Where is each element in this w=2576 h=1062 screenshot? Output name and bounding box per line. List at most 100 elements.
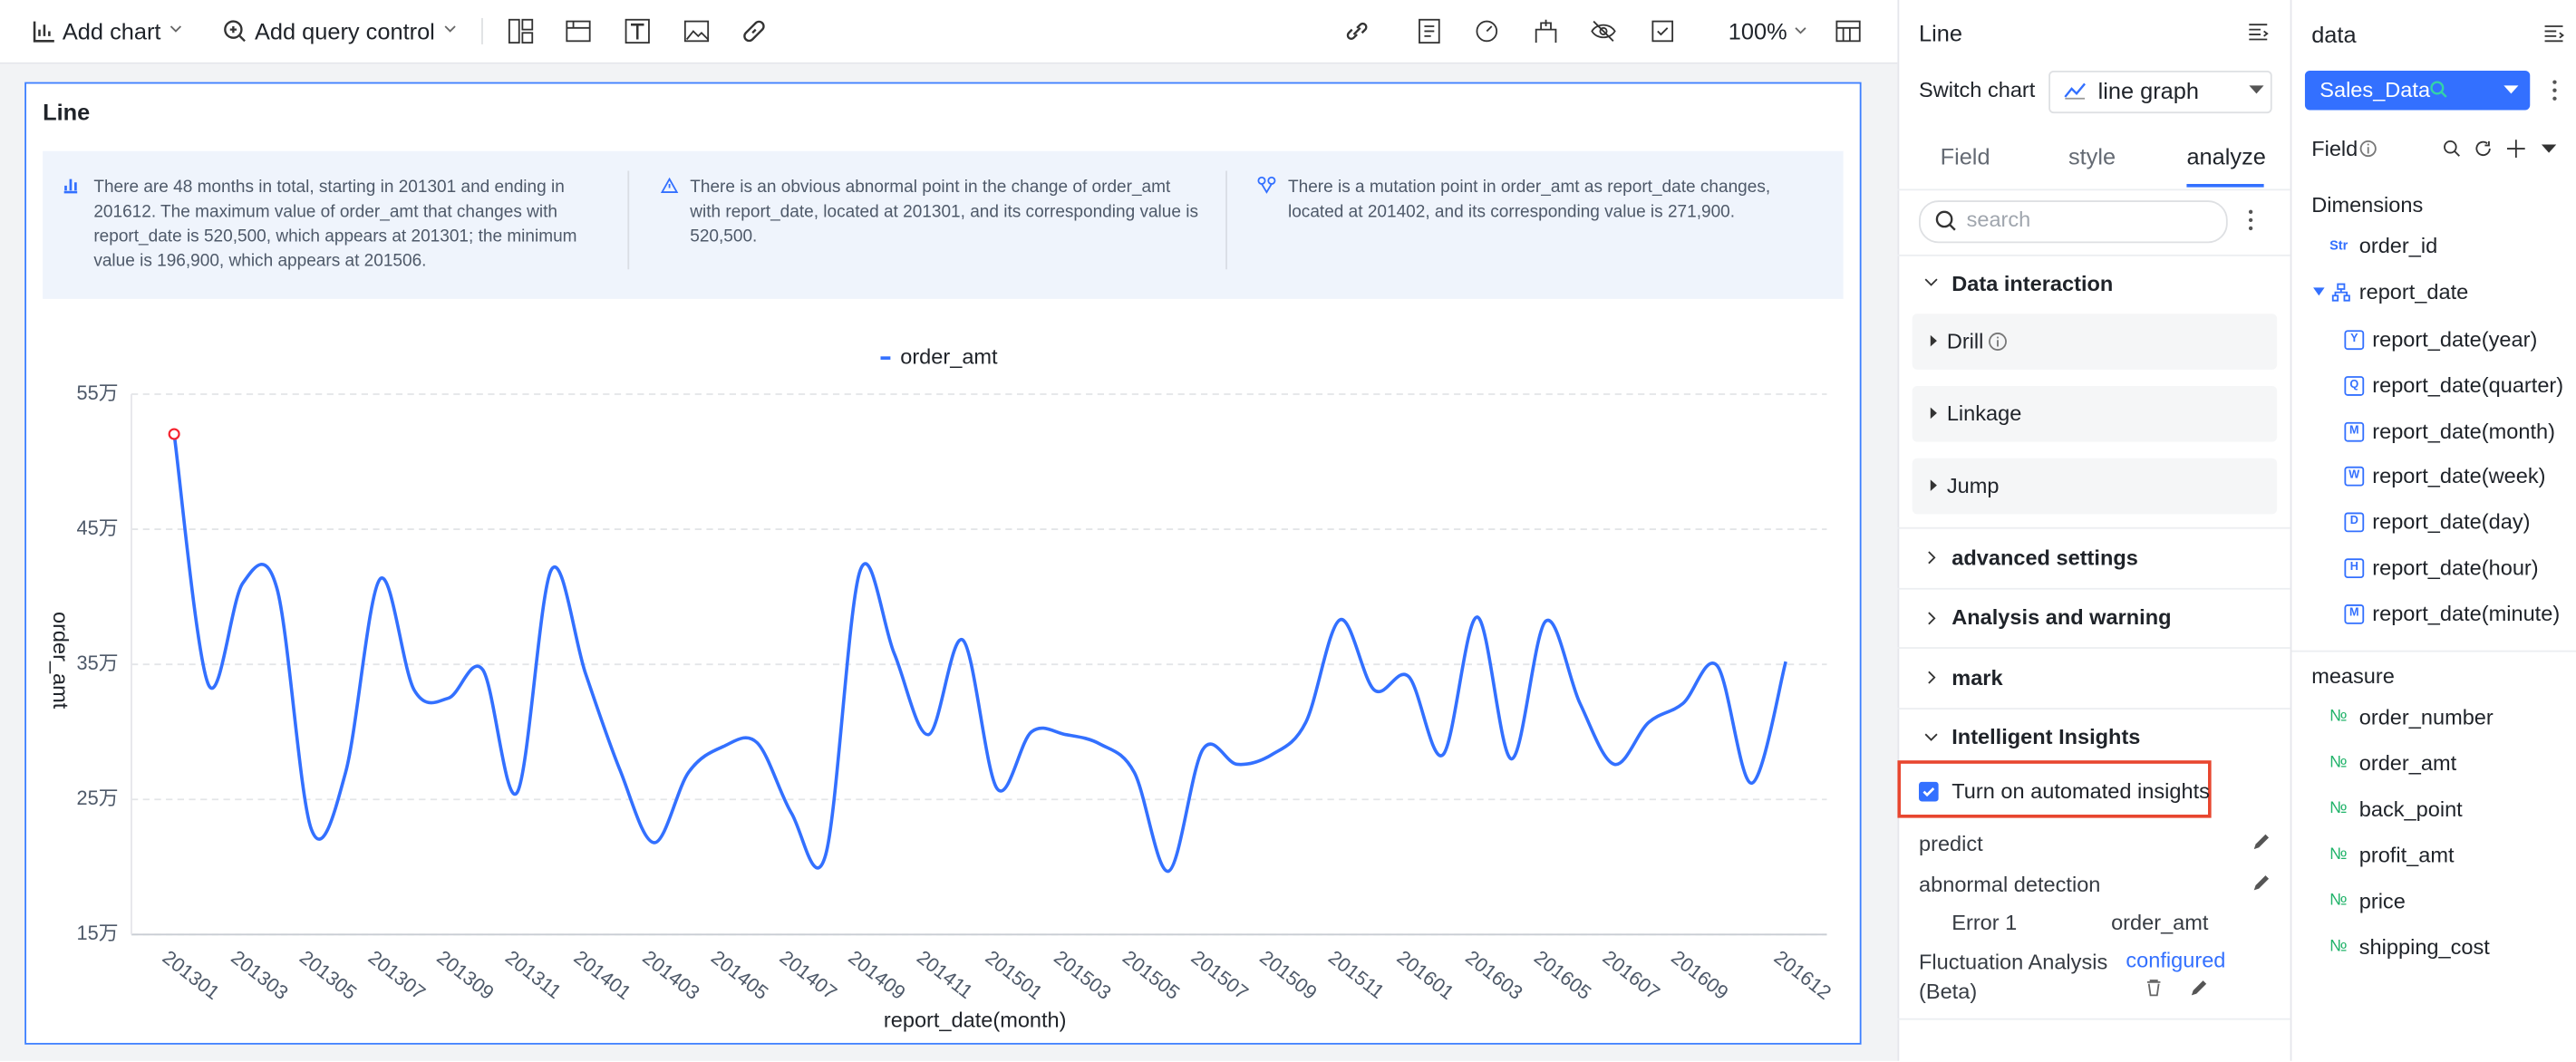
insight-text: There are 48 months in total, starting i… bbox=[93, 177, 577, 272]
field-item[interactable]: report_date(year) bbox=[2372, 326, 2538, 352]
divider bbox=[1897, 587, 2290, 590]
y-tick-label: 45万 bbox=[77, 517, 119, 539]
chart-icon[interactable] bbox=[33, 20, 55, 43]
edit-icon[interactable] bbox=[2252, 874, 2271, 892]
interaction-row[interactable] bbox=[1912, 385, 2278, 442]
field-item[interactable]: report_date(week) bbox=[2372, 463, 2546, 489]
refresh-icon[interactable] bbox=[2474, 140, 2493, 158]
checkbox[interactable] bbox=[1919, 781, 1939, 802]
search-placeholder: search bbox=[1966, 207, 2031, 232]
search-box[interactable] bbox=[1919, 200, 2228, 244]
insight-icon bbox=[1257, 176, 1276, 194]
x-tick-label: 201612 bbox=[1770, 946, 1836, 1004]
search-icon[interactable] bbox=[2443, 140, 2461, 158]
layout-icon[interactable] bbox=[508, 18, 534, 44]
tab[interactable]: style bbox=[2068, 142, 2116, 169]
field-item[interactable]: report_date(minute) bbox=[2372, 601, 2561, 626]
y-tick-label: 25万 bbox=[77, 787, 119, 809]
collapse-icon[interactable] bbox=[2248, 23, 2270, 43]
field-item[interactable]: report_date bbox=[2358, 279, 2469, 304]
dataset-select[interactable] bbox=[2304, 70, 2531, 111]
image-icon[interactable] bbox=[683, 18, 710, 44]
settings-panel bbox=[1897, 0, 2292, 1061]
chart-type-select[interactable] bbox=[2048, 70, 2272, 114]
field-item[interactable]: order_amt bbox=[2358, 750, 2457, 776]
section-header[interactable]: Analysis and warning bbox=[1951, 604, 2172, 630]
caret-right bbox=[1930, 407, 1937, 420]
section-header[interactable]: advanced settings bbox=[1951, 545, 2138, 570]
collapse-icon[interactable] bbox=[2543, 24, 2565, 44]
field-item[interactable]: price bbox=[2358, 888, 2406, 913]
data-line bbox=[172, 433, 1787, 874]
publish-icon[interactable] bbox=[1533, 18, 1559, 44]
edit-icon[interactable] bbox=[2252, 833, 2271, 851]
field-type-badge: Q bbox=[2344, 375, 2365, 396]
field-item[interactable]: order_id bbox=[2358, 233, 2438, 258]
grid-toggle-icon[interactable] bbox=[1835, 20, 1862, 43]
error-name: Error 1 bbox=[1951, 910, 2018, 935]
chart-title: Line bbox=[43, 98, 91, 125]
y-tick-label: 15万 bbox=[77, 922, 119, 944]
expand-caret bbox=[2313, 287, 2325, 296]
dropdown-arrow bbox=[2249, 85, 2264, 94]
interaction-row[interactable] bbox=[1912, 458, 2278, 515]
dropdown-arrow[interactable] bbox=[2541, 144, 2557, 155]
edit-icon[interactable] bbox=[2190, 979, 2208, 997]
section-header[interactable]: mark bbox=[1951, 665, 2003, 690]
x-tick-label: 201411 bbox=[913, 946, 977, 1003]
x-tick-label: 201407 bbox=[776, 946, 842, 1004]
add-chart-button[interactable]: Add chart bbox=[62, 17, 161, 44]
hide-icon[interactable] bbox=[1591, 18, 1617, 44]
more-icon[interactable] bbox=[2248, 208, 2254, 231]
insight-text: There is a mutation point in order_amt a… bbox=[1288, 177, 1771, 222]
x-tick-label: 201401 bbox=[570, 946, 636, 1004]
check-icon[interactable] bbox=[1650, 18, 1676, 44]
x-tick-label: 201603 bbox=[1461, 946, 1527, 1004]
delete-icon[interactable] bbox=[2145, 979, 2162, 997]
field-type-badge: D bbox=[2344, 512, 2365, 533]
field-item[interactable]: profit_amt bbox=[2358, 842, 2455, 867]
x-axis-title: report_date(month) bbox=[884, 1009, 1067, 1032]
share-icon[interactable] bbox=[1344, 18, 1370, 44]
query-icon[interactable] bbox=[224, 20, 247, 43]
more-icon[interactable] bbox=[2552, 79, 2558, 101]
divider bbox=[1897, 526, 2290, 529]
tab[interactable]: Field bbox=[1940, 142, 1990, 169]
text-icon[interactable] bbox=[625, 18, 651, 44]
field-item[interactable]: report_date(month) bbox=[2372, 418, 2555, 443]
link-icon[interactable] bbox=[741, 18, 767, 44]
tab-active[interactable]: analyze bbox=[2186, 142, 2266, 169]
field-item[interactable]: report_date(quarter) bbox=[2372, 372, 2564, 398]
chevron-right bbox=[1928, 551, 1936, 565]
add-icon[interactable] bbox=[2506, 140, 2525, 158]
field-item[interactable]: order_number bbox=[2358, 704, 2494, 729]
checkbox-label[interactable]: Turn on automated insights bbox=[1951, 778, 2210, 804]
x-tick-label: 201601 bbox=[1393, 946, 1459, 1004]
search-icon bbox=[2430, 81, 2447, 98]
x-tick-label: 201509 bbox=[1255, 946, 1322, 1004]
monitor-icon[interactable] bbox=[1474, 18, 1500, 44]
chevron-right bbox=[1928, 612, 1936, 625]
option-label: Fluctuation Analysis (Beta) bbox=[1919, 949, 2108, 1004]
interaction-label: Jump bbox=[1946, 473, 2000, 498]
interaction-row[interactable] bbox=[1912, 314, 2278, 370]
field-item[interactable]: report_date(day) bbox=[2372, 509, 2531, 535]
report-icon[interactable] bbox=[1416, 18, 1442, 44]
section-header[interactable]: Data interaction bbox=[1951, 271, 2114, 296]
zoom-level[interactable]: 100% bbox=[1728, 17, 1787, 44]
tab-icon[interactable] bbox=[566, 18, 592, 44]
x-tick-label: 201501 bbox=[982, 946, 1048, 1004]
field-type-badge: H bbox=[2344, 558, 2365, 578]
chevron-down bbox=[1924, 733, 1938, 741]
field-item[interactable]: back_point bbox=[2358, 796, 2463, 822]
field-item[interactable]: shipping_cost bbox=[2358, 934, 2490, 960]
status-link[interactable]: configured bbox=[2126, 947, 2226, 972]
field-item[interactable]: report_date(hour) bbox=[2372, 555, 2539, 580]
chevron-down bbox=[1924, 278, 1938, 286]
divider bbox=[1897, 1018, 2290, 1020]
field-type-badge: M bbox=[2344, 603, 2365, 624]
add-query-control-button[interactable]: Add query control bbox=[254, 17, 435, 44]
hierarchy-icon bbox=[2331, 283, 2350, 302]
section-header[interactable]: Intelligent Insights bbox=[1951, 724, 2141, 749]
legend-label: order_amt bbox=[900, 344, 998, 368]
